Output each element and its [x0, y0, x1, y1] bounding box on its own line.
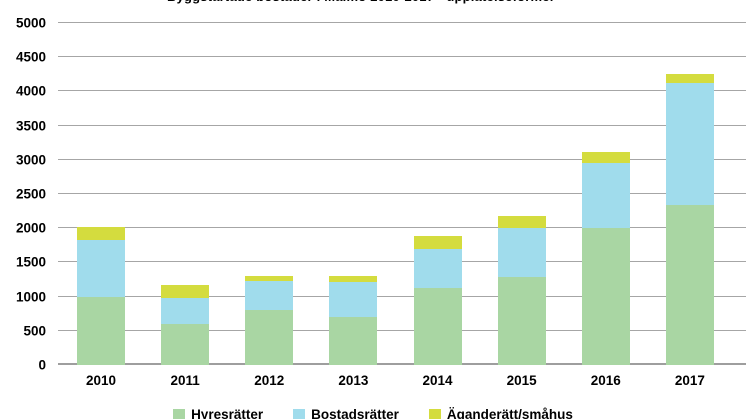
bar-segment-gander-tt-sm-hus-2010 [77, 227, 126, 241]
legend-item-hyresr-tter: Hyresrätter [173, 406, 263, 419]
y-tick-label-4000: 4000 [15, 83, 46, 99]
x-tick-label-2016: 2016 [590, 373, 621, 388]
bar-2010 [77, 227, 126, 365]
legend-swatch-hyresr-tter [173, 409, 186, 419]
bar-segment-bostadsr-tter-2014 [413, 248, 462, 289]
legend-swatch-bostadsr-tter [293, 409, 306, 419]
x-tick-label-2013: 2013 [338, 373, 369, 388]
legend-label-bostadsr-tter: Bostadsrätter [311, 407, 399, 419]
y-tick-label-500: 500 [23, 323, 46, 339]
bar-slot-2017 [648, 23, 732, 365]
x-axis-line [58, 363, 746, 365]
bar-segment-bostadsr-tter-2016 [581, 162, 630, 228]
gridline-2500 [58, 193, 746, 194]
bar-segment-hyresr-tter-2010 [77, 296, 126, 365]
gridline-500 [58, 329, 746, 331]
bar-slot-2010 [59, 23, 143, 365]
bar-slot-2012 [227, 23, 311, 365]
y-tick-label-3000: 3000 [15, 152, 46, 168]
bar-segment-bostadsr-tter-2012 [245, 280, 294, 311]
y-axis: 0 500 1000 1500 2000 2500 3000 3500 4000 4500 5000 [0, 16, 46, 372]
bar-segment-gander-tt-sm-hus-2012 [245, 276, 294, 281]
bar-segment-bostadsr-tter-2013 [329, 281, 378, 318]
y-tick-label-1500: 1500 [15, 254, 46, 270]
bar-2013 [329, 276, 378, 365]
bar-2011 [161, 284, 210, 365]
legend: Hyresrätter Bostadsrätter Äganderätt/småhu… [0, 406, 746, 419]
gridline-4000 [58, 90, 746, 92]
bar-segment-hyresr-tter-2013 [329, 317, 378, 365]
bar-segment-hyresr-tter-2012 [245, 310, 294, 365]
y-tick-label-5000: 5000 [15, 15, 46, 31]
bar-slot-2015 [480, 23, 564, 365]
bar-segment-bostadsr-tter-2015 [497, 228, 546, 278]
gridline-3000 [58, 158, 746, 160]
gridline-1000 [58, 295, 746, 297]
bar-segment-gander-tt-sm-hus-2011 [161, 284, 210, 298]
bar-segment-gander-tt-sm-hus-2017 [665, 73, 714, 83]
bar-segment-gander-tt-sm-hus-2014 [413, 235, 462, 249]
legend-item-bostadsr-tter: Bostadsrätter [293, 406, 399, 419]
bar-slot-2016 [564, 23, 648, 365]
legend-item-gander-tt-sm-hus: Äganderätt/småhus [428, 406, 573, 419]
x-tick-label-2011: 2011 [170, 373, 200, 388]
bar-segment-hyresr-tter-2015 [497, 277, 546, 365]
y-tick-label-0: 0 [38, 357, 46, 373]
y-tick-label-2000: 2000 [15, 220, 46, 236]
x-tick-label-2014: 2014 [422, 373, 453, 388]
bar-segment-hyresr-tter-2011 [161, 323, 210, 365]
bar-slot-2011 [143, 23, 227, 365]
bar-2014 [413, 235, 462, 365]
gridline-2000 [58, 227, 746, 229]
bar-segment-hyresr-tter-2016 [581, 227, 630, 365]
legend-swatch-gander-tt-sm-hus [428, 409, 441, 419]
gridline-5000 [58, 22, 746, 23]
chart-title: Byggstartade bostäder i Malmö 2010-2017 … [0, 0, 722, 4]
gridline-4500 [58, 56, 746, 58]
bar-2012 [245, 276, 294, 365]
y-tick-label-2500: 2500 [15, 186, 46, 202]
bar-segment-gander-tt-sm-hus-2013 [329, 276, 378, 282]
bars-row [59, 23, 732, 365]
bar-segment-bostadsr-tter-2011 [161, 297, 210, 324]
y-tick-label-4500: 4500 [15, 49, 46, 65]
x-axis: 2010 2011 2012 2013 2014 2015 2016 2017 [59, 372, 732, 390]
y-tick-label-3500: 3500 [15, 118, 46, 134]
x-tick-label-2012: 2012 [254, 373, 285, 388]
plot-area [58, 22, 746, 365]
y-tick-label-1000: 1000 [15, 289, 46, 305]
bar-segment-gander-tt-sm-hus-2015 [497, 215, 546, 229]
bar-slot-2013 [311, 23, 395, 365]
x-tick-label-2017: 2017 [674, 373, 705, 388]
bar-segment-bostadsr-tter-2017 [665, 82, 714, 205]
gridline-3500 [58, 124, 746, 126]
gridline-1500 [58, 261, 746, 263]
x-tick-label-2015: 2015 [506, 373, 537, 388]
bar-slot-2014 [396, 23, 480, 365]
legend-label-hyresr-tter: Hyresrätter [191, 407, 264, 419]
bar-segment-bostadsr-tter-2010 [77, 240, 126, 297]
bar-segment-hyresr-tter-2014 [413, 288, 462, 365]
bar-segment-gander-tt-sm-hus-2016 [581, 152, 630, 163]
bar-segment-hyresr-tter-2017 [665, 204, 714, 365]
legend-label-gander-tt-sm-hus: Äganderätt/småhus [446, 407, 573, 419]
bar-2015 [497, 215, 546, 365]
bar-2016 [581, 152, 630, 365]
bar-2017 [665, 73, 714, 365]
x-tick-label-2010: 2010 [86, 373, 117, 388]
